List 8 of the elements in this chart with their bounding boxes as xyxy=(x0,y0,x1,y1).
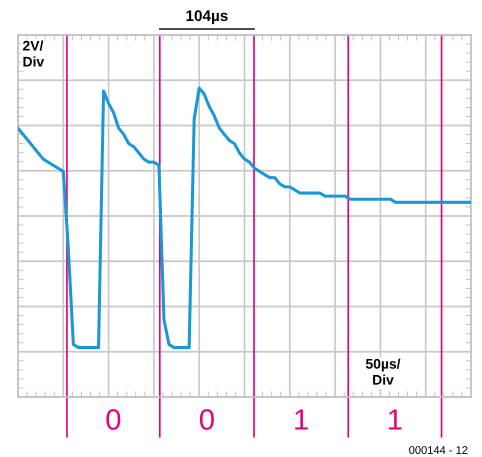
text: 0 xyxy=(200,409,214,430)
text: 1 xyxy=(295,409,308,430)
text: 000144 - 12 xyxy=(409,446,468,454)
text: 1 xyxy=(389,409,402,430)
text: 104µs xyxy=(186,10,228,24)
text: 2V/ Div xyxy=(23,40,44,66)
text: 0 xyxy=(106,409,120,430)
annotation: 50µs/ Div xyxy=(366,358,400,385)
